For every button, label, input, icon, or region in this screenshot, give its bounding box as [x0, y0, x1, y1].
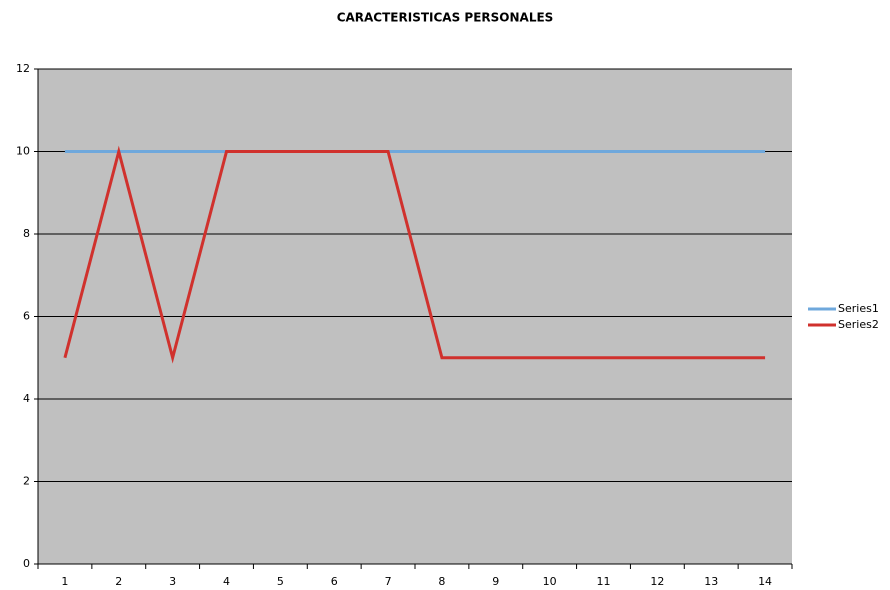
x-tick-label: 5: [277, 575, 284, 588]
x-tick-label: 4: [223, 575, 230, 588]
x-tick-label: 13: [704, 575, 718, 588]
y-tick-label: 0: [23, 557, 30, 570]
y-tick-label: 6: [23, 310, 30, 323]
y-tick-label: 12: [16, 62, 30, 75]
chart-title: CARACTERISTICAS PERSONALES: [337, 11, 554, 25]
x-tick-label: 9: [492, 575, 499, 588]
y-tick-label: 4: [23, 392, 30, 405]
x-tick-label: 7: [385, 575, 392, 588]
x-tick-label: 12: [650, 575, 664, 588]
x-tick-label: 3: [169, 575, 176, 588]
y-tick-label: 8: [23, 227, 30, 240]
legend-label: Series2: [838, 318, 879, 331]
x-tick-label: 11: [597, 575, 611, 588]
x-tick-label: 1: [61, 575, 68, 588]
series-line: [63, 145, 766, 364]
x-tick-label: 2: [115, 575, 122, 588]
legend-label: Series1: [838, 302, 879, 315]
x-tick-label: 10: [543, 575, 557, 588]
x-tick-label: 6: [331, 575, 338, 588]
x-tick-label: 8: [438, 575, 445, 588]
y-tick-label: 2: [23, 475, 30, 488]
y-tick-label: 10: [16, 145, 30, 158]
x-tick-label: 14: [758, 575, 772, 588]
